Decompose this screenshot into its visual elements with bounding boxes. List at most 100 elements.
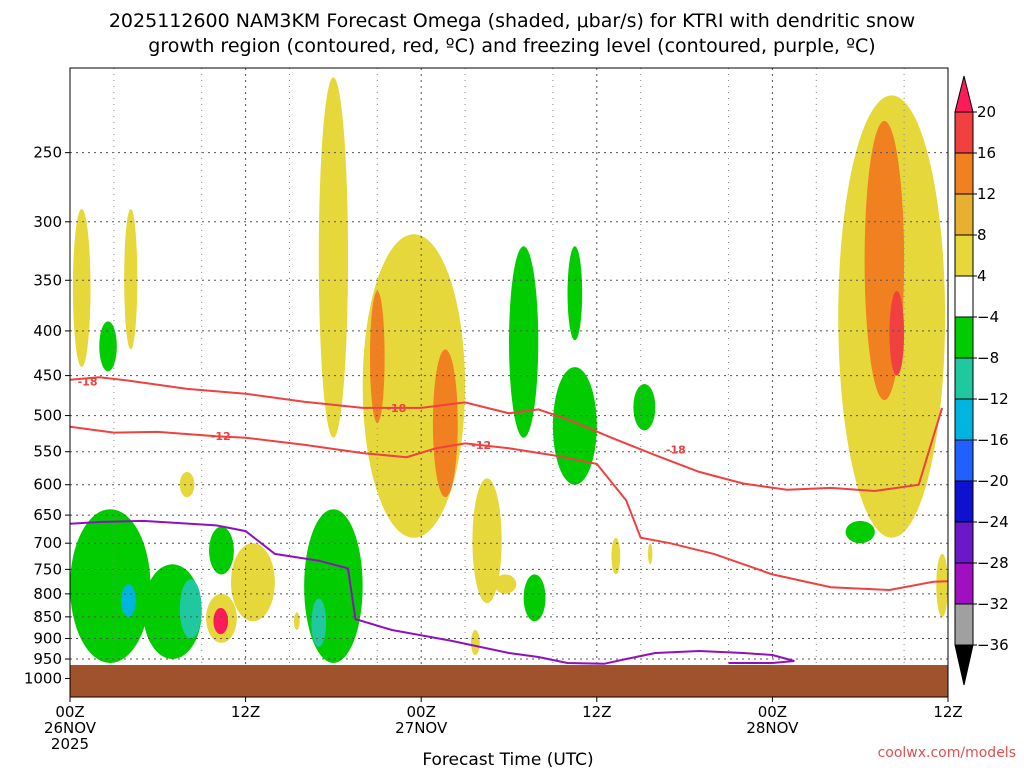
omega-region-3 (99, 321, 117, 372)
omega-shading (70, 77, 948, 664)
colorbar-segment-12 (954, 562, 974, 605)
omega-region-11 (633, 383, 656, 431)
colorbar-label-0: 20 (977, 103, 996, 121)
freezing-level-line (69, 519, 795, 665)
y-tick-label-850: 850 (33, 608, 62, 626)
x-tick-label: 12Z (582, 703, 611, 721)
dgz-top-label: -18 (386, 402, 406, 415)
x-tick-date: 27NOV (395, 719, 448, 737)
omega-region-20 (889, 290, 905, 376)
colorbar-label-1: 16 (977, 144, 996, 162)
omega-region-6 (369, 290, 385, 424)
omega-region-12 (523, 574, 546, 622)
dgz-bottom-label: -12 (211, 430, 231, 443)
dgz-bottom-line (69, 425, 949, 592)
colorbar-segment-10 (954, 480, 974, 523)
y-tick-label-400: 400 (33, 322, 62, 340)
dgz-bottom-label: -12 (471, 439, 491, 452)
x-axis-title: Forecast Time (UTC) (422, 750, 593, 768)
colorbar-segment-9 (954, 439, 974, 482)
omega-region-22 (936, 553, 948, 617)
colorbar-segment-7 (954, 357, 974, 400)
colorbar-segment-1 (954, 111, 974, 154)
colorbar-label-10: −24 (977, 513, 1009, 531)
omega-region-8 (509, 246, 539, 438)
colorbar-segment-8 (954, 398, 974, 441)
omega-region-27 (209, 526, 234, 575)
omega-region-4 (318, 77, 349, 438)
dgz-top-label: -18 (666, 444, 686, 457)
x-tick-date: 26NOV (44, 719, 97, 737)
terrain-below-ground (70, 664, 948, 697)
y-tick-label-750: 750 (33, 560, 62, 578)
colorbar-segment-11 (954, 521, 974, 564)
colorbar-arrow-bottom (954, 644, 974, 686)
omega-region-16 (648, 543, 653, 565)
colorbar-segment-13 (954, 603, 974, 646)
dgz-top-label: -18 (78, 375, 98, 388)
omega-region-14 (494, 574, 517, 594)
x-tick-year: 2025 (51, 735, 89, 753)
x-tick-label: 12Z (933, 703, 962, 721)
chart-title-line-2: growth region (contoured, red, ºC) and f… (148, 35, 875, 57)
x-tick-label: 12Z (231, 703, 260, 721)
omega-region-2 (124, 208, 138, 350)
omega-region-15 (611, 537, 621, 575)
colorbar-label-12: −32 (977, 595, 1009, 613)
terrain-fill (70, 664, 948, 697)
chart-title-line-1: 2025112600 NAM3KM Forecast Omega (shaded… (109, 10, 915, 32)
x-tick-date: 28NOV (746, 719, 799, 737)
y-tick-label-700: 700 (33, 534, 62, 552)
omega-region-1 (72, 208, 91, 368)
y-tick-label-1000: 1000 (24, 669, 62, 687)
omega-region-23 (70, 509, 151, 664)
omega-region-30 (230, 543, 275, 622)
colorbar-segment-6 (954, 316, 974, 359)
colorbar-label-2: 12 (977, 185, 996, 203)
y-axis-tick-labels: 250 300 350 400 450 500 550 600 650 700 750 800 850 9… (24, 144, 70, 687)
x-tick-label: 00Z (55, 703, 84, 721)
colorbar-label-5: −4 (977, 308, 999, 326)
y-tick-label-250: 250 (33, 144, 62, 162)
colorbar-label-6: −8 (977, 349, 999, 367)
y-tick-label-300: 300 (33, 213, 62, 231)
omega-region-34 (311, 598, 327, 647)
colorbar-label-11: −28 (977, 554, 1009, 572)
gridlines (69, 68, 949, 697)
colorbar-segment-4 (954, 234, 974, 277)
colorbar-label-7: −12 (977, 390, 1009, 408)
y-tick-label-600: 600 (33, 476, 62, 494)
y-tick-label-900: 900 (33, 630, 62, 648)
omega-region-13 (472, 478, 502, 604)
plot-frame (69, 67, 949, 698)
colorbar-label-3: 8 (977, 226, 987, 244)
dgz-top-line (69, 376, 944, 493)
y-tick-label-650: 650 (33, 506, 62, 524)
omega-region-26 (179, 579, 202, 639)
colorbar: 20 16 12 8 4 −4 −8 −12 −16 −20 −24 −28 −32 −36 (954, 75, 1009, 686)
colorbar-label-13: −36 (977, 636, 1009, 654)
colorbar-arrow-top (954, 75, 974, 113)
y-tick-label-350: 350 (33, 271, 62, 289)
colorbar-segment-3 (954, 193, 974, 236)
omega-region-29 (213, 607, 229, 635)
y-tick-label-450: 450 (33, 367, 62, 385)
colorbar-label-9: −20 (977, 472, 1009, 490)
colorbar-label-8: −16 (977, 431, 1009, 449)
y-tick-label-500: 500 (33, 407, 62, 425)
omega-region-17 (470, 630, 480, 656)
omega-region-32 (293, 612, 300, 631)
omega-region-24 (121, 584, 136, 617)
omega-region-10 (552, 367, 597, 485)
colorbar-label-4: 4 (977, 267, 987, 285)
omega-region-7 (432, 349, 458, 498)
colorbar-segment-5 (954, 275, 974, 318)
y-tick-label-800: 800 (33, 585, 62, 603)
y-tick-label-950: 950 (33, 650, 62, 668)
omega-region-33 (304, 509, 363, 664)
omega-region-21 (845, 520, 875, 544)
omega-region-31 (179, 471, 195, 498)
omega-region-9 (567, 246, 583, 341)
